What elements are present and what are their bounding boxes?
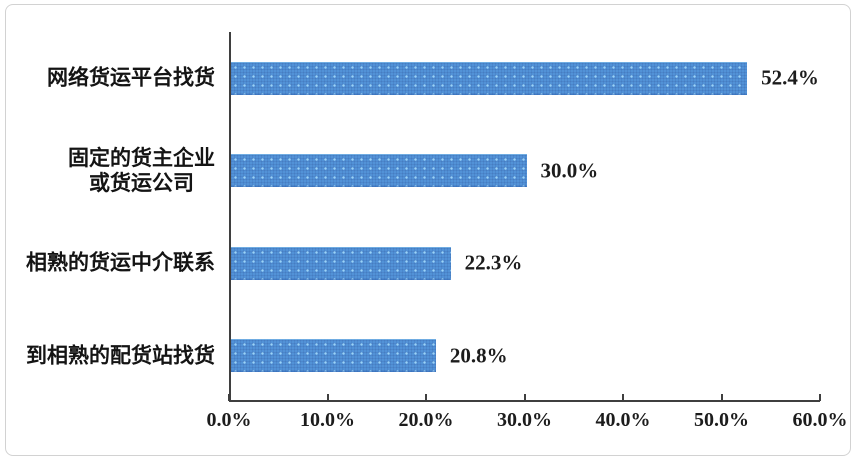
bar xyxy=(231,339,436,373)
x-axis-tick-label: 10.0% xyxy=(300,409,355,431)
x-axis-tick-label: 0.0% xyxy=(206,409,252,431)
category-label: 网络货运平台找货 xyxy=(47,66,215,90)
x-axis-tick-label: 40.0% xyxy=(595,409,651,431)
bar xyxy=(231,246,451,280)
bar xyxy=(231,61,748,95)
x-axis-tick-mark xyxy=(720,394,723,401)
x-axis-tick-mark xyxy=(425,394,427,401)
x-axis-tick-label: 20.0% xyxy=(398,409,454,431)
y-axis-category-labels: 网络货运平台找货固定的货主企业 或货运公司相熟的货运中介联系 到相熟的配货站找货 xyxy=(8,32,221,402)
category-label: 相熟的货运中介联系 xyxy=(26,251,215,275)
x-axis-tick-mark xyxy=(326,394,329,401)
bar-value-label: 30.0% xyxy=(540,158,599,183)
bar xyxy=(231,154,527,188)
x-axis: 0.0% 10.0% 20.0% 30.0% 40.0% 50.0% 60.0% xyxy=(207,394,848,442)
x-axis-tick-mark xyxy=(228,394,230,401)
bar-value-label: 52.4% xyxy=(761,65,819,90)
category-label: 到相熟的配货站找货 xyxy=(26,344,215,368)
x-axis-tick-mark xyxy=(819,394,821,401)
x-axis-tick-label: 30.0% xyxy=(497,409,552,431)
category-label: 固定的货主企业 或货运公司 xyxy=(68,146,215,195)
x-axis-tick-label: 50.0% xyxy=(694,409,749,431)
bar-value-label: 20.8% xyxy=(449,343,508,368)
x-axis-tick-label: 60.0% xyxy=(792,409,848,431)
bar-value-label: 22.3% xyxy=(464,250,523,275)
x-axis-tick-mark xyxy=(622,394,624,401)
plot-area: 52.4% 30.0% 22.3% 20.8% xyxy=(229,32,820,402)
x-axis-tick-mark xyxy=(523,394,526,401)
